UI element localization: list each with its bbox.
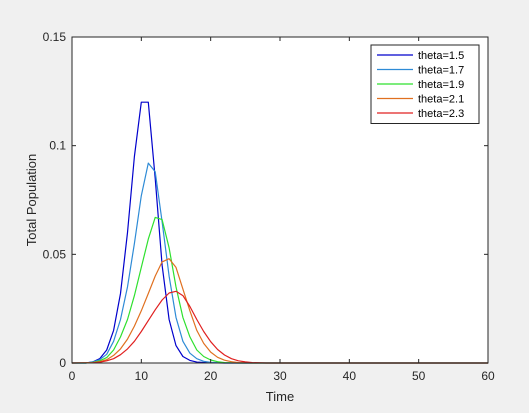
y-tick-label: 0.1: [49, 139, 66, 153]
legend: theta=1.5 theta=1.7 theta=1.9 theta=2.1 thet…: [370, 44, 480, 124]
legend-entry: theta=2.1: [418, 94, 464, 106]
x-axis-label: Time: [266, 389, 294, 404]
x-tick-label: 0: [69, 369, 76, 383]
y-axis-label: Total Population: [24, 154, 39, 247]
series-line-theta-1-5: [72, 101, 488, 364]
series-line-theta-2-1: [71, 258, 488, 364]
series-line-theta-1-9: [72, 216, 488, 364]
x-tick-label: 10: [135, 369, 149, 383]
series-line-theta-1-7: [72, 162, 488, 364]
legend-entry: theta=1.5: [418, 50, 464, 62]
series-layer: [71, 101, 488, 364]
plot-frame: [71, 36, 489, 364]
series-line-theta-2-3: [71, 290, 488, 364]
y-tick-label: 0.05: [43, 247, 67, 261]
legend-entry: theta=2.3: [418, 108, 464, 120]
axes-layer: 0 10 20 30 40 50 60 0 0.05 0.1 0.15: [43, 30, 495, 383]
y-tick-label: 0.15: [43, 30, 67, 44]
x-tick-label: 50: [412, 369, 426, 383]
legend-entry: theta=1.9: [418, 79, 464, 91]
legend-entry: theta=1.7: [418, 65, 464, 77]
x-tick-label: 30: [273, 369, 287, 383]
x-tick-label: 60: [481, 369, 495, 383]
x-tick-label: 20: [204, 369, 218, 383]
y-tick-label: 0: [59, 356, 66, 370]
x-tick-label: 40: [343, 369, 357, 383]
